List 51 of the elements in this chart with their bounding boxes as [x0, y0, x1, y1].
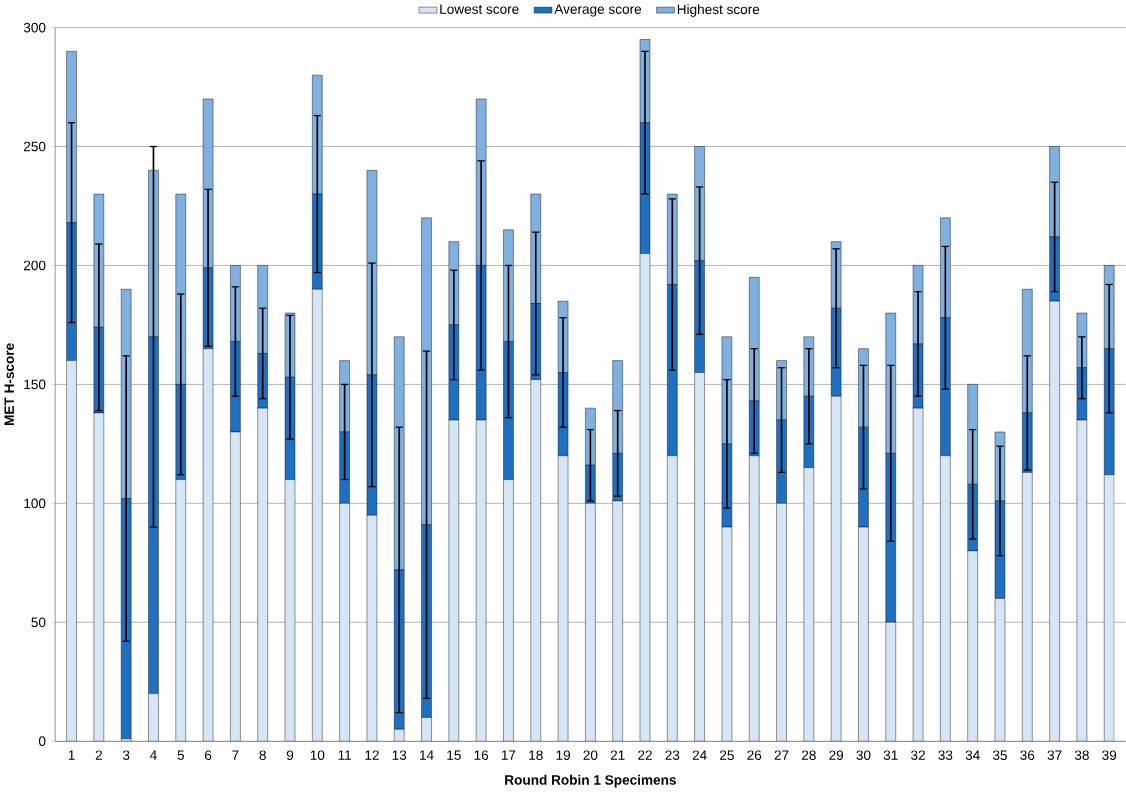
x-tick-label: 6	[204, 750, 212, 760]
x-tick-label: 4	[150, 750, 157, 760]
y-tick-label: 300	[23, 22, 46, 33]
x-tick-label: 19	[556, 750, 570, 760]
x-tick-label: 21	[610, 750, 625, 760]
x-tick-label: 34	[965, 750, 980, 760]
x-tick-label: 38	[1074, 750, 1089, 760]
x-tick-label: 8	[259, 750, 266, 760]
x-tick-label: 14	[420, 750, 434, 760]
legend-label: Lowest score	[440, 4, 519, 14]
x-tick-label: 16	[474, 750, 489, 760]
x-tick-label: 13	[392, 750, 407, 760]
x-tick-label: 28	[801, 750, 816, 760]
x-tick-label: 26	[747, 750, 762, 760]
x-tick-label: 29	[829, 750, 844, 760]
legend-label: Highest score	[677, 4, 760, 17]
x-tick-label: 1	[68, 750, 75, 760]
x-tick-label: 25	[720, 750, 734, 760]
x-tick-label: 27	[774, 750, 789, 760]
x-tick-label: 39	[1102, 750, 1117, 760]
x-tick-label: 3	[122, 750, 130, 760]
y-tick-label: 100	[24, 498, 46, 509]
x-tick-label: 24	[692, 750, 707, 760]
y-tick-label: 200	[23, 260, 46, 271]
x-tick-label: 22	[638, 750, 652, 760]
x-tick-label: 37	[1047, 750, 1062, 760]
y-tick-label: 0	[38, 736, 46, 746]
x-tick-label: 35	[992, 750, 1007, 760]
x-tick-label: 23	[665, 750, 680, 760]
x-axis-title: Round Robin 1 Specimens	[505, 774, 676, 788]
x-tick-label: 32	[911, 750, 925, 760]
x-tick-label: 9	[286, 750, 294, 760]
x-tick-label: 30	[856, 750, 871, 760]
x-tick-label: 12	[365, 750, 379, 760]
x-tick-label: 31	[883, 750, 898, 760]
y-axis-title: MET H-score	[4, 343, 15, 426]
y-tick-label: 50	[31, 617, 46, 628]
y-tick-label: 150	[24, 379, 46, 390]
x-tick-label: 36	[1020, 750, 1035, 760]
x-tick-label: 2	[95, 750, 102, 760]
x-tick-label: 7	[232, 750, 239, 760]
x-tick-label: 20	[583, 750, 598, 760]
x-tick-label: 18	[529, 750, 543, 760]
x-tick-label: 11	[338, 750, 352, 760]
x-tick-label: 10	[310, 750, 325, 760]
x-tick-label: 15	[447, 750, 461, 760]
legend-label: Average score	[554, 4, 642, 17]
x-tick-label: 5	[177, 750, 184, 760]
x-tick-label: 33	[938, 750, 953, 760]
x-tick-label: 17	[501, 750, 516, 760]
y-tick-label: 250	[23, 141, 46, 152]
